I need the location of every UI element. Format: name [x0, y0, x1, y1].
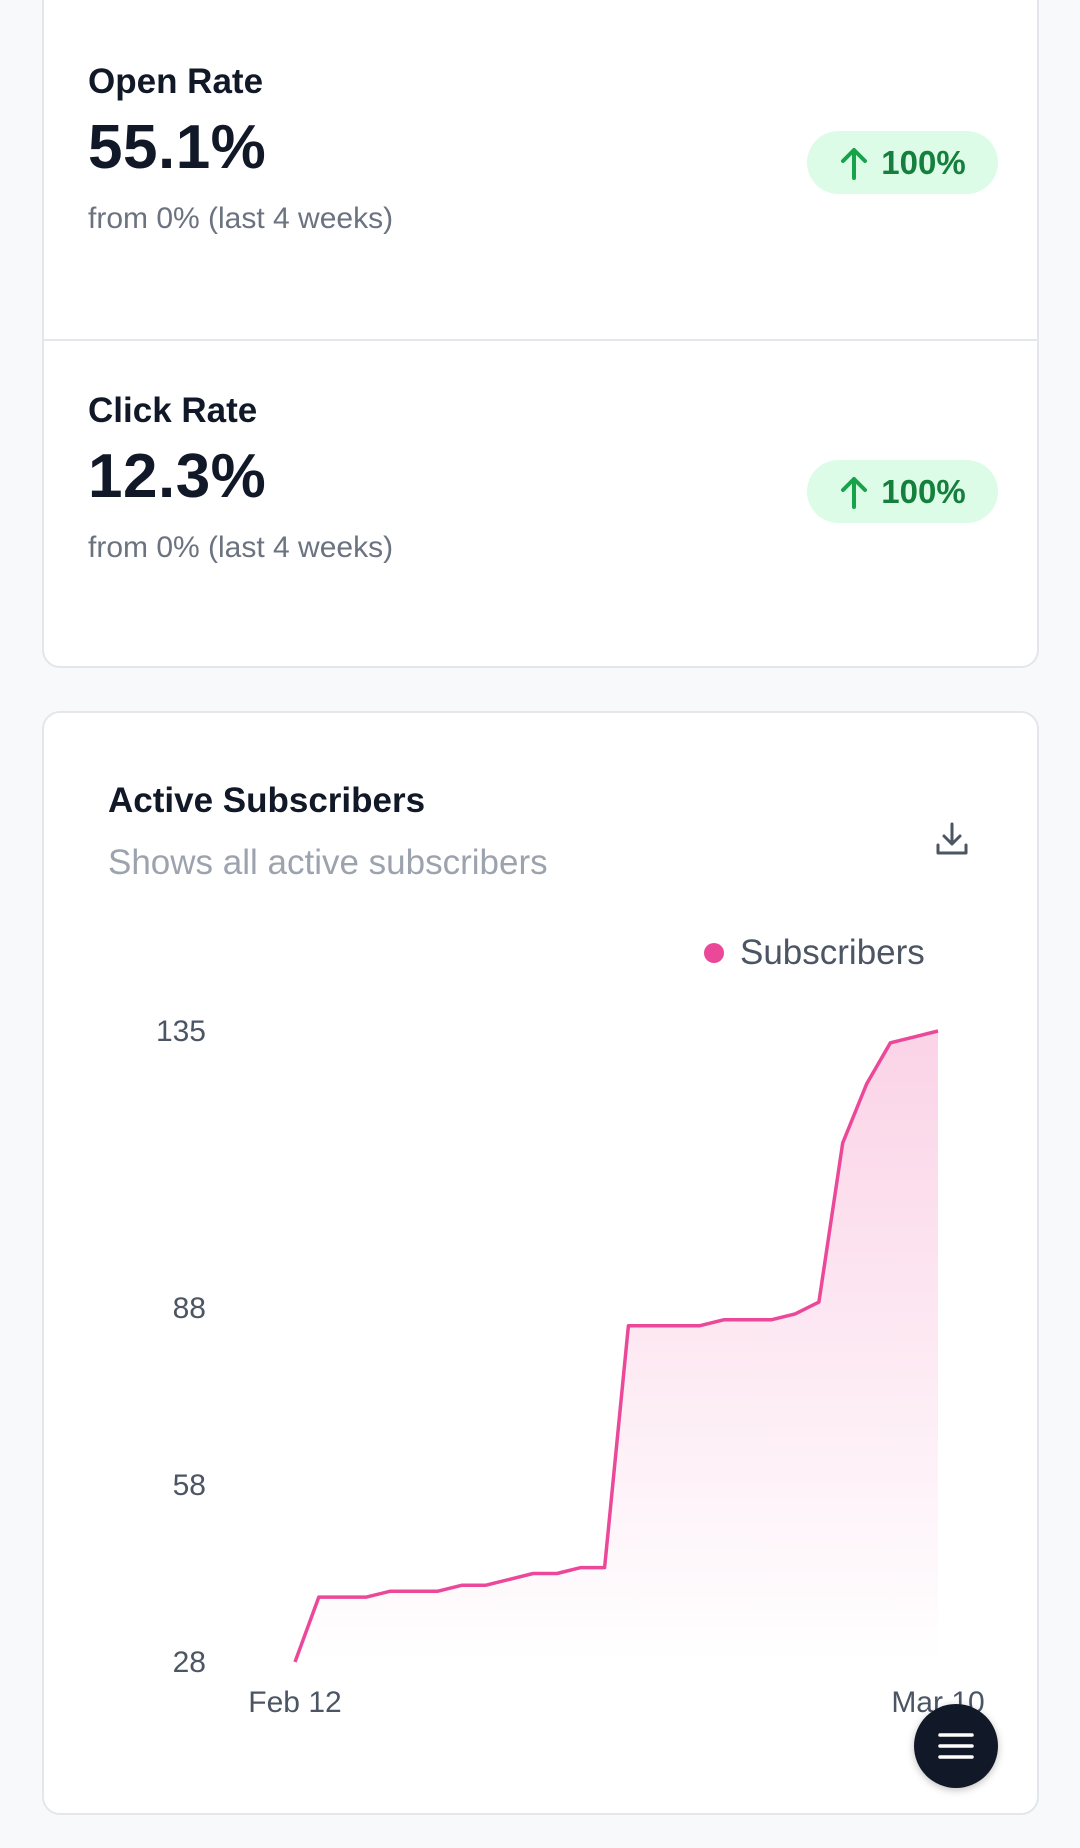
data-point [337, 1591, 349, 1603]
chart-subtitle: Shows all active subscribers [108, 843, 548, 882]
data-point [575, 1562, 587, 1574]
menu-button[interactable] [914, 1704, 998, 1788]
subscribers-line [293, 1029, 939, 1663]
arrow-up-icon [841, 476, 868, 509]
data-point [908, 1031, 920, 1043]
data-point [289, 1656, 301, 1668]
data-point [789, 1308, 801, 1320]
stat-subtext: from 0% (last 4 weeks) [88, 531, 394, 564]
data-point [670, 1320, 682, 1332]
data-point [313, 1591, 325, 1603]
data-point [694, 1320, 706, 1332]
stats-card: Open Rate 55.1% from 0% (last 4 weeks) 1… [42, 0, 1039, 668]
data-point [360, 1591, 372, 1603]
stat-click-rate: Click Rate 12.3% from 0% (last 4 weeks) … [44, 339, 1037, 666]
data-point [384, 1585, 396, 1597]
data-point [646, 1320, 658, 1332]
data-point [480, 1579, 492, 1591]
chart-title: Active Subscribers [108, 781, 426, 820]
legend-label: Subscribers [740, 933, 925, 972]
data-point [742, 1314, 754, 1326]
stat-value: 12.3% [88, 442, 267, 511]
chart-legend: Subscribers [704, 933, 925, 973]
data-point [527, 1568, 539, 1580]
change-value: 100% [881, 143, 966, 181]
data-point [932, 1025, 944, 1037]
change-badge: 100% [807, 131, 998, 194]
data-point [408, 1585, 420, 1597]
data-point [813, 1296, 825, 1308]
stat-label: Open Rate [88, 62, 264, 101]
data-point [765, 1314, 777, 1326]
data-point [551, 1568, 563, 1580]
data-point [599, 1562, 611, 1574]
data-point [837, 1137, 849, 1149]
stat-open-rate: Open Rate 55.1% from 0% (last 4 weeks) 1… [44, 12, 1037, 339]
legend-marker [704, 943, 724, 963]
y-tick-label: 88 [173, 1292, 206, 1325]
data-point [432, 1585, 444, 1597]
stat-value: 55.1% [88, 113, 267, 182]
data-point [503, 1573, 515, 1585]
data-point [456, 1579, 468, 1591]
y-tick-label: 135 [156, 1015, 206, 1048]
stat-subtext: from 0% (last 4 weeks) [88, 202, 394, 235]
data-point [884, 1037, 896, 1049]
data-point [622, 1320, 634, 1332]
download-button[interactable] [924, 811, 980, 867]
y-tick-label: 58 [173, 1469, 206, 1502]
download-icon [936, 822, 968, 855]
data-point [718, 1314, 730, 1326]
subscribers-area [295, 1031, 938, 1662]
data-point [861, 1078, 873, 1090]
menu-icon [938, 1733, 974, 1759]
arrow-up-icon [841, 147, 868, 180]
active-subscribers-card: Active Subscribers Shows all active subs… [42, 711, 1039, 1815]
x-tick-label: Feb 12 [248, 1686, 341, 1719]
change-value: 100% [881, 472, 966, 510]
change-badge: 100% [807, 460, 998, 523]
stat-label: Click Rate [88, 391, 258, 430]
y-tick-label: 28 [173, 1646, 206, 1679]
